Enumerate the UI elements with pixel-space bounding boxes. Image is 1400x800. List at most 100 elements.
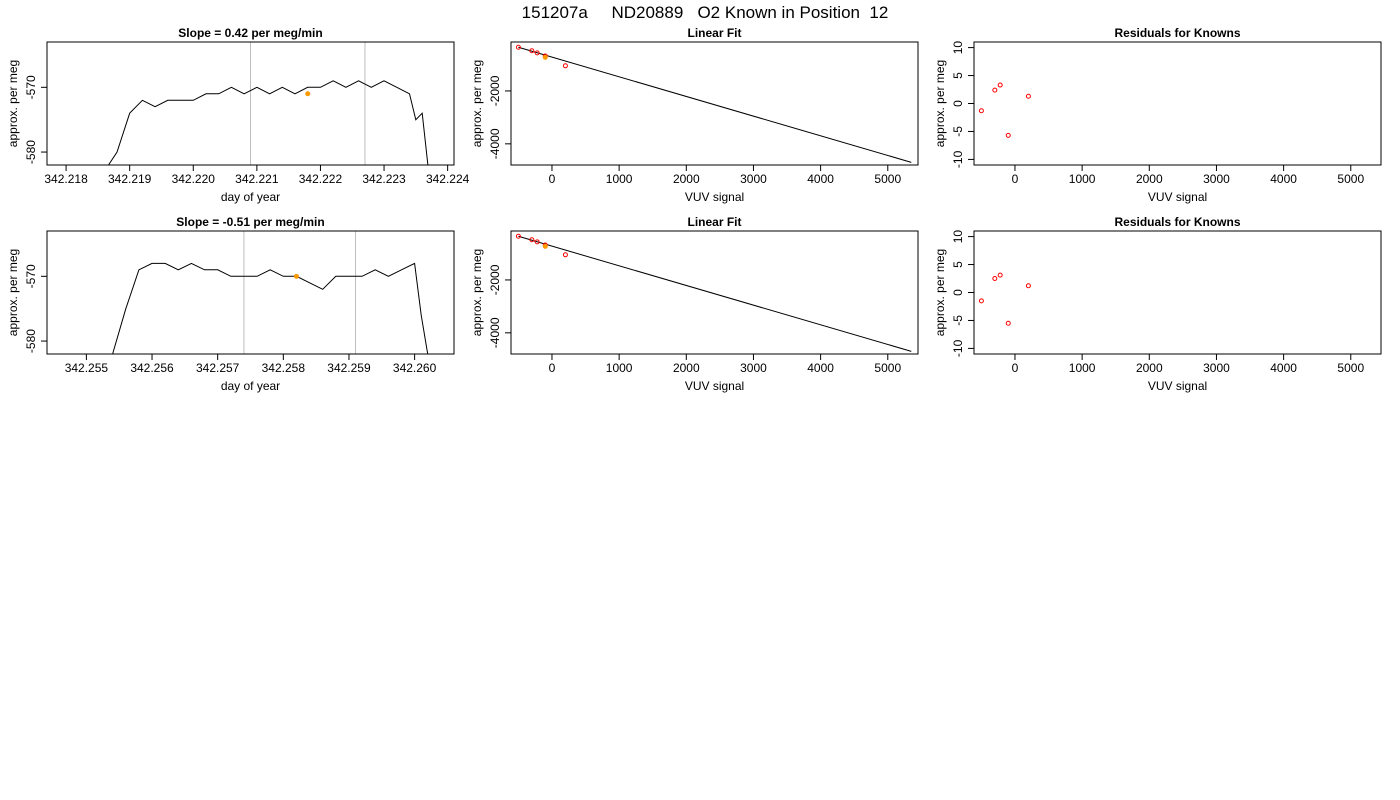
known-point — [562, 63, 568, 69]
y-tick-label: -10 — [951, 150, 965, 168]
y-axis-title: approx. per meg — [470, 249, 484, 336]
known-point — [1025, 93, 1031, 99]
highlight-point — [305, 91, 311, 97]
x-tick-label: 4000 — [1270, 361, 1297, 375]
x-tick-label: 1000 — [1069, 172, 1096, 186]
x-tick-label: 3000 — [1203, 172, 1230, 186]
y-tick-label: -580 — [24, 329, 38, 353]
x-tick-label: 1000 — [1069, 361, 1096, 375]
y-tick-label: 10 — [951, 230, 965, 244]
plot-frame — [973, 41, 1382, 166]
x-tick-label: 342.255 — [65, 361, 109, 375]
x-axis-title: VUV signal — [1148, 190, 1207, 204]
x-tick-label: 2000 — [673, 172, 700, 186]
known-point — [529, 237, 535, 243]
known-point — [1005, 132, 1011, 138]
x-tick-label: 342.221 — [235, 172, 279, 186]
x-tick-label: 342.259 — [327, 361, 371, 375]
plot-area — [515, 233, 912, 352]
y-tick-label: -2000 — [488, 75, 502, 106]
known-point — [992, 276, 998, 282]
y-axis-title: approx. per meg — [933, 60, 947, 147]
y-tick-label: -4000 — [488, 128, 502, 159]
plot-frame — [973, 230, 1382, 355]
chart-title: Linear Fit — [687, 215, 741, 229]
x-tick-label: 1000 — [606, 361, 633, 375]
known-point — [978, 108, 984, 114]
known-point — [978, 298, 984, 304]
known-point — [515, 44, 521, 50]
y-tick-label: -5 — [951, 126, 965, 137]
x-tick-label: 0 — [1012, 172, 1019, 186]
fit-line — [518, 235, 912, 352]
chart-panel-6: Residuals for Knowns 0 1000 2000 3000 4000 500… — [933, 215, 1382, 393]
chart-title: Residuals for Knowns — [1114, 26, 1240, 40]
x-tick-label: 5000 — [1337, 172, 1364, 186]
y-tick-label: 0 — [951, 289, 965, 296]
highlight-point — [542, 54, 548, 60]
known-point — [992, 87, 998, 93]
highlight-point — [542, 243, 548, 249]
y-tick-label: -2000 — [488, 264, 502, 295]
y-tick-label: 5 — [951, 261, 965, 268]
y-tick-label: -5 — [951, 315, 965, 326]
x-tick-label: 342.222 — [299, 172, 343, 186]
known-point — [997, 82, 1003, 88]
chart-panel-5: Linear Fit 0 1000 2000 3000 4000 5000 -4000 -200… — [470, 215, 919, 393]
known-point — [562, 252, 568, 258]
x-tick-label: 4000 — [1270, 172, 1297, 186]
plot-area — [515, 44, 912, 163]
x-tick-label: 3000 — [740, 172, 767, 186]
y-tick-label: -580 — [24, 140, 38, 164]
x-tick-label: 342.218 — [44, 172, 88, 186]
x-tick-label: 0 — [549, 361, 556, 375]
y-tick-label: -570 — [24, 264, 38, 288]
x-tick-label: 342.257 — [196, 361, 240, 375]
plot-area — [107, 42, 429, 165]
x-axis-title: day of year — [221, 190, 280, 204]
x-axis-title: day of year — [221, 379, 280, 393]
x-tick-label: 5000 — [874, 361, 901, 375]
plot-frame — [510, 41, 919, 166]
x-tick-label: 342.220 — [172, 172, 216, 186]
chart-title: Slope = 0.42 per meg/min — [178, 26, 322, 40]
fit-line — [518, 46, 912, 163]
x-tick-label: 0 — [1012, 361, 1019, 375]
data-series-line — [107, 80, 429, 165]
known-point — [997, 272, 1003, 278]
chart-panel-2: Linear Fit 0 1000 2000 3000 4000 5000 -4000 -200… — [470, 26, 919, 204]
y-tick-label: -4000 — [488, 317, 502, 348]
x-tick-label: 2000 — [1136, 361, 1163, 375]
data-series-line — [112, 262, 429, 354]
x-tick-label: 342.260 — [393, 361, 437, 375]
x-tick-label: 2000 — [1136, 172, 1163, 186]
chart-panel-3: Residuals for Knowns 0 1000 2000 3000 4000 500… — [933, 26, 1382, 204]
x-tick-label: 342.223 — [362, 172, 406, 186]
y-tick-label: -10 — [951, 339, 965, 357]
x-tick-label: 5000 — [1337, 361, 1364, 375]
known-point — [1025, 283, 1031, 289]
y-tick-label: -570 — [24, 75, 38, 99]
x-tick-label: 5000 — [874, 172, 901, 186]
plot-frame — [46, 41, 455, 166]
x-tick-label: 3000 — [740, 361, 767, 375]
x-axis-title: VUV signal — [685, 379, 744, 393]
x-tick-label: 342.256 — [130, 361, 174, 375]
y-tick-label: 0 — [951, 100, 965, 107]
chart-panel-4: Slope = -0.51 per meg/min 342.255 342.256 3… — [6, 215, 455, 393]
known-point — [534, 50, 540, 56]
known-point — [534, 239, 540, 245]
x-axis-title: VUV signal — [685, 190, 744, 204]
known-point — [515, 233, 521, 239]
x-tick-label: 1000 — [606, 172, 633, 186]
x-tick-label: 3000 — [1203, 361, 1230, 375]
y-tick-label: 5 — [951, 72, 965, 79]
known-point — [529, 48, 535, 54]
y-axis-title: approx. per meg — [933, 249, 947, 336]
plot-area — [112, 231, 429, 354]
figure-title: 151207a ND20889 O2 Known in Position 12 — [522, 3, 889, 22]
x-tick-label: 342.219 — [108, 172, 152, 186]
x-tick-label: 4000 — [807, 172, 834, 186]
plot-area — [978, 82, 1031, 138]
